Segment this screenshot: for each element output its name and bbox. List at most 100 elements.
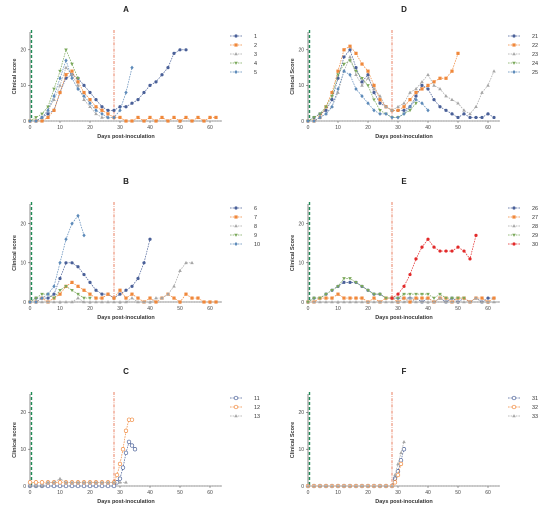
- point-c-12: [129, 417, 135, 422]
- point-a-4: [76, 76, 80, 81]
- legend-item-e-29: 29: [508, 233, 538, 239]
- y-tick-label-c: 20: [20, 410, 26, 416]
- point-f-33: [384, 484, 388, 488]
- legend-item-f-32: 32: [508, 404, 538, 411]
- point-d-23: [432, 83, 436, 87]
- point-c-13: [28, 484, 32, 488]
- y-axis-label-a: Clinical score: [12, 59, 18, 95]
- point-a-4: [64, 48, 68, 52]
- point-d-24: [312, 116, 316, 120]
- legend-swatch-marker: [234, 233, 238, 237]
- point-a-2: [154, 119, 158, 123]
- point-e-28: [468, 300, 472, 304]
- point-e-29: [444, 296, 448, 300]
- series-line-c-13: [30, 478, 126, 487]
- point-e-29: [354, 281, 358, 285]
- legend-label: 7: [254, 215, 257, 221]
- point-a-1: [46, 112, 50, 116]
- panel-b: B 0 10 20 30 40 50 60 0 10 20 Days post-inoculation…: [12, 177, 260, 321]
- point-e-30: [396, 292, 400, 296]
- x-tick-label-f: 40: [425, 490, 431, 496]
- point-e-28: [462, 300, 466, 304]
- point-a-1: [82, 83, 86, 87]
- point-d-22: [378, 98, 382, 102]
- point-d-22: [330, 90, 334, 95]
- point-d-22: [432, 80, 436, 84]
- series-line-f-31: [308, 449, 405, 487]
- point-a-5: [46, 108, 50, 113]
- legend-item-a-5: 5: [230, 70, 257, 76]
- point-e-29: [360, 285, 364, 289]
- point-d-25: [366, 101, 370, 106]
- legend-swatch-marker: [512, 233, 516, 237]
- point-a-2: [94, 105, 98, 109]
- point-c-13: [58, 476, 62, 480]
- y-tick-label-b: 10: [20, 261, 26, 267]
- point-f-33: [360, 484, 364, 488]
- legend-item-e-30: 30: [508, 242, 538, 248]
- series-d-21: [306, 48, 496, 123]
- y-tick-label-d: 0: [301, 119, 304, 125]
- point-d-25: [384, 111, 388, 116]
- point-f-33: [336, 484, 340, 488]
- point-a-2: [160, 115, 164, 120]
- series-d-25: [306, 69, 430, 123]
- point-d-21: [456, 115, 460, 120]
- point-c-13: [94, 480, 98, 484]
- point-a-1: [136, 98, 140, 102]
- point-b-8: [118, 300, 122, 304]
- point-a-4: [52, 87, 56, 91]
- point-d-23: [372, 87, 376, 91]
- legend-item-a-3: 3: [230, 52, 257, 58]
- legend-item-f-31: 31: [508, 395, 538, 402]
- point-f-31: [401, 447, 407, 452]
- x-tick-label-d: 0: [307, 125, 310, 131]
- point-c-11: [87, 483, 93, 489]
- point-a-3: [76, 83, 80, 87]
- legend-item-b-6: 6: [230, 206, 257, 212]
- point-d-24: [360, 76, 364, 81]
- x-tick-label-f: 60: [485, 490, 491, 496]
- point-e-29: [462, 296, 466, 300]
- legend-label: 2: [254, 43, 257, 49]
- point-d-22: [366, 69, 370, 73]
- point-a-3: [88, 104, 92, 109]
- point-e-30: [420, 245, 424, 249]
- legend-item-c-12: 12: [230, 404, 260, 411]
- point-a-2: [130, 119, 134, 123]
- point-b-8: [70, 300, 74, 304]
- point-d-25: [408, 104, 412, 109]
- point-c-12: [27, 480, 33, 485]
- panel-title-c: C: [123, 367, 129, 376]
- point-b-8: [154, 296, 158, 300]
- point-c-11: [129, 443, 135, 448]
- point-a-3: [64, 65, 68, 69]
- legend-label: 33: [532, 414, 538, 420]
- point-d-21: [438, 105, 442, 109]
- point-d-25: [324, 111, 328, 116]
- point-e-28: [438, 296, 442, 300]
- point-e-30: [444, 249, 448, 253]
- point-d-24: [378, 109, 382, 113]
- point-b-8: [166, 292, 170, 296]
- point-d-24: [372, 98, 376, 102]
- point-a-2: [82, 90, 86, 95]
- point-b-9: [52, 296, 56, 300]
- point-d-21: [414, 94, 418, 98]
- point-b-10: [46, 292, 50, 297]
- x-tick-label-e: 60: [485, 306, 491, 312]
- point-d-25: [414, 97, 418, 102]
- point-a-3: [94, 111, 98, 116]
- point-a-2: [172, 115, 176, 120]
- point-d-23: [366, 76, 370, 80]
- point-b-6: [100, 292, 104, 296]
- legend-swatch-marker: [234, 224, 238, 228]
- series-e-29: [306, 277, 466, 304]
- point-a-2: [88, 98, 92, 102]
- panel-title-e: E: [401, 177, 407, 186]
- point-e-30: [402, 284, 406, 288]
- legend-item-c-13: 13: [230, 414, 260, 420]
- y-tick-label-b: 0: [23, 300, 26, 306]
- point-a-1: [112, 108, 116, 112]
- point-d-25: [372, 108, 376, 113]
